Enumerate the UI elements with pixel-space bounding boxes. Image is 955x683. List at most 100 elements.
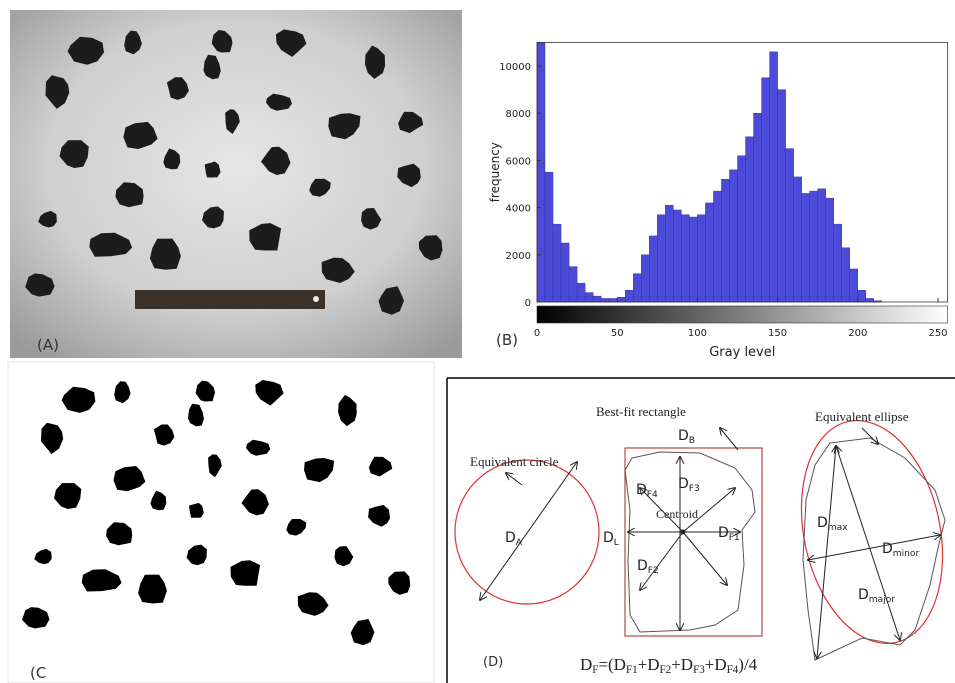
bar — [537, 42, 545, 302]
bar — [577, 283, 585, 302]
diagram-label: Centroid — [656, 507, 698, 521]
ruler — [135, 290, 325, 309]
subscript: F2 — [660, 664, 672, 676]
bar — [641, 255, 649, 302]
text-part: D — [505, 530, 516, 546]
gray-scale-bar — [537, 306, 948, 323]
text-part: D — [882, 541, 893, 557]
text-part: +D — [638, 655, 660, 674]
dimension-label: DF1 — [718, 525, 740, 543]
panel-label: (C — [30, 664, 46, 682]
text-part: D — [580, 655, 592, 674]
bar — [818, 189, 826, 302]
bar — [553, 224, 561, 302]
bar — [802, 193, 810, 302]
text-part: D — [637, 558, 648, 574]
bar — [850, 269, 858, 302]
bar — [770, 52, 778, 302]
text-part: D — [636, 482, 647, 498]
bar — [585, 293, 593, 302]
bar — [705, 203, 713, 302]
y-tick-label: 0 — [525, 298, 531, 309]
diagram: Equivalent circle Best-fit rectangle Equiv… — [447, 378, 955, 683]
diagram-label: Best-fit rectangle — [596, 404, 686, 419]
bar — [657, 215, 665, 302]
x-tick-label: 50 — [611, 328, 624, 339]
y-tick-label: 10000 — [499, 62, 531, 73]
text-part: +D — [705, 655, 727, 674]
subscript: L — [614, 538, 620, 548]
bar — [649, 236, 657, 302]
y-tick-label: 8000 — [506, 109, 531, 120]
bar — [826, 198, 834, 302]
subscript: A — [516, 538, 523, 548]
diagram-label: Equivalent ellipse — [815, 409, 909, 424]
dimension-label: DL — [603, 530, 620, 548]
dimension-label: DF4 — [636, 482, 658, 500]
y-tick-label: 4000 — [506, 204, 531, 215]
subscript: F4 — [727, 664, 739, 676]
y-axis-label: frequency — [488, 142, 502, 202]
x-tick-label: 0 — [534, 328, 540, 339]
bar — [673, 210, 681, 302]
bar — [794, 177, 802, 302]
x-tick-label: 250 — [928, 328, 947, 339]
bar — [697, 215, 705, 302]
x-tick-label: 150 — [768, 328, 787, 339]
x-axis-label: Gray level — [709, 345, 775, 360]
text-part: D — [678, 476, 689, 492]
subscript: F2 — [648, 566, 659, 576]
bar — [778, 90, 786, 302]
bar — [569, 267, 577, 302]
subscript: F3 — [689, 484, 700, 494]
arrow — [506, 473, 522, 485]
bar — [721, 179, 729, 302]
diagram-label: Equivalent circle — [470, 454, 559, 469]
bar — [617, 297, 625, 302]
bar — [625, 290, 633, 302]
text-part: D — [718, 525, 729, 541]
bar — [858, 290, 866, 302]
bar — [834, 224, 842, 302]
bar — [601, 298, 609, 302]
dimension-label: DA — [505, 530, 523, 548]
dimension-label: DF2 — [637, 558, 659, 576]
subscript: max — [828, 523, 848, 533]
bar — [746, 137, 754, 302]
text-part: D — [817, 515, 828, 531]
bar — [738, 156, 746, 302]
panel-label: (A) — [37, 336, 59, 354]
bar — [633, 274, 641, 302]
text-part: )/4 — [738, 655, 757, 674]
panel-label: (B) — [496, 331, 518, 349]
dimension-label: DB — [678, 428, 695, 446]
subscript: F1 — [729, 533, 740, 543]
bar — [842, 248, 850, 302]
bar — [545, 172, 553, 302]
subscript: F1 — [626, 664, 638, 676]
bar — [689, 217, 697, 302]
formula: DF=(DF1+DF2+DF3+DF4)/4 — [580, 655, 758, 676]
dimension-label: DF3 — [678, 476, 700, 494]
bar — [762, 78, 770, 302]
y-tick-label: 6000 — [506, 156, 531, 167]
x-tick-label: 200 — [848, 328, 867, 339]
bar — [681, 215, 689, 302]
bar — [810, 191, 818, 302]
panel-label: (D) — [483, 655, 503, 670]
bar — [665, 205, 673, 302]
dimension-label: Dminor — [882, 541, 919, 559]
subscript: major — [869, 595, 896, 605]
arrow — [480, 462, 577, 600]
equivalent-ellipse — [782, 407, 955, 656]
subscript: minor — [893, 549, 920, 559]
particle-outline — [803, 438, 945, 660]
bar — [866, 298, 874, 302]
bar — [754, 113, 762, 302]
dimension-label: Dmax — [817, 515, 848, 533]
subscript: F4 — [647, 490, 658, 500]
y-tick-label: 2000 — [506, 251, 531, 262]
histogram: 0 2000 4000 6000 8000 10000 0 50 100 150 200 250 Gra… — [488, 42, 948, 360]
subscript: B — [689, 436, 695, 446]
x-tick-label: 100 — [688, 328, 707, 339]
